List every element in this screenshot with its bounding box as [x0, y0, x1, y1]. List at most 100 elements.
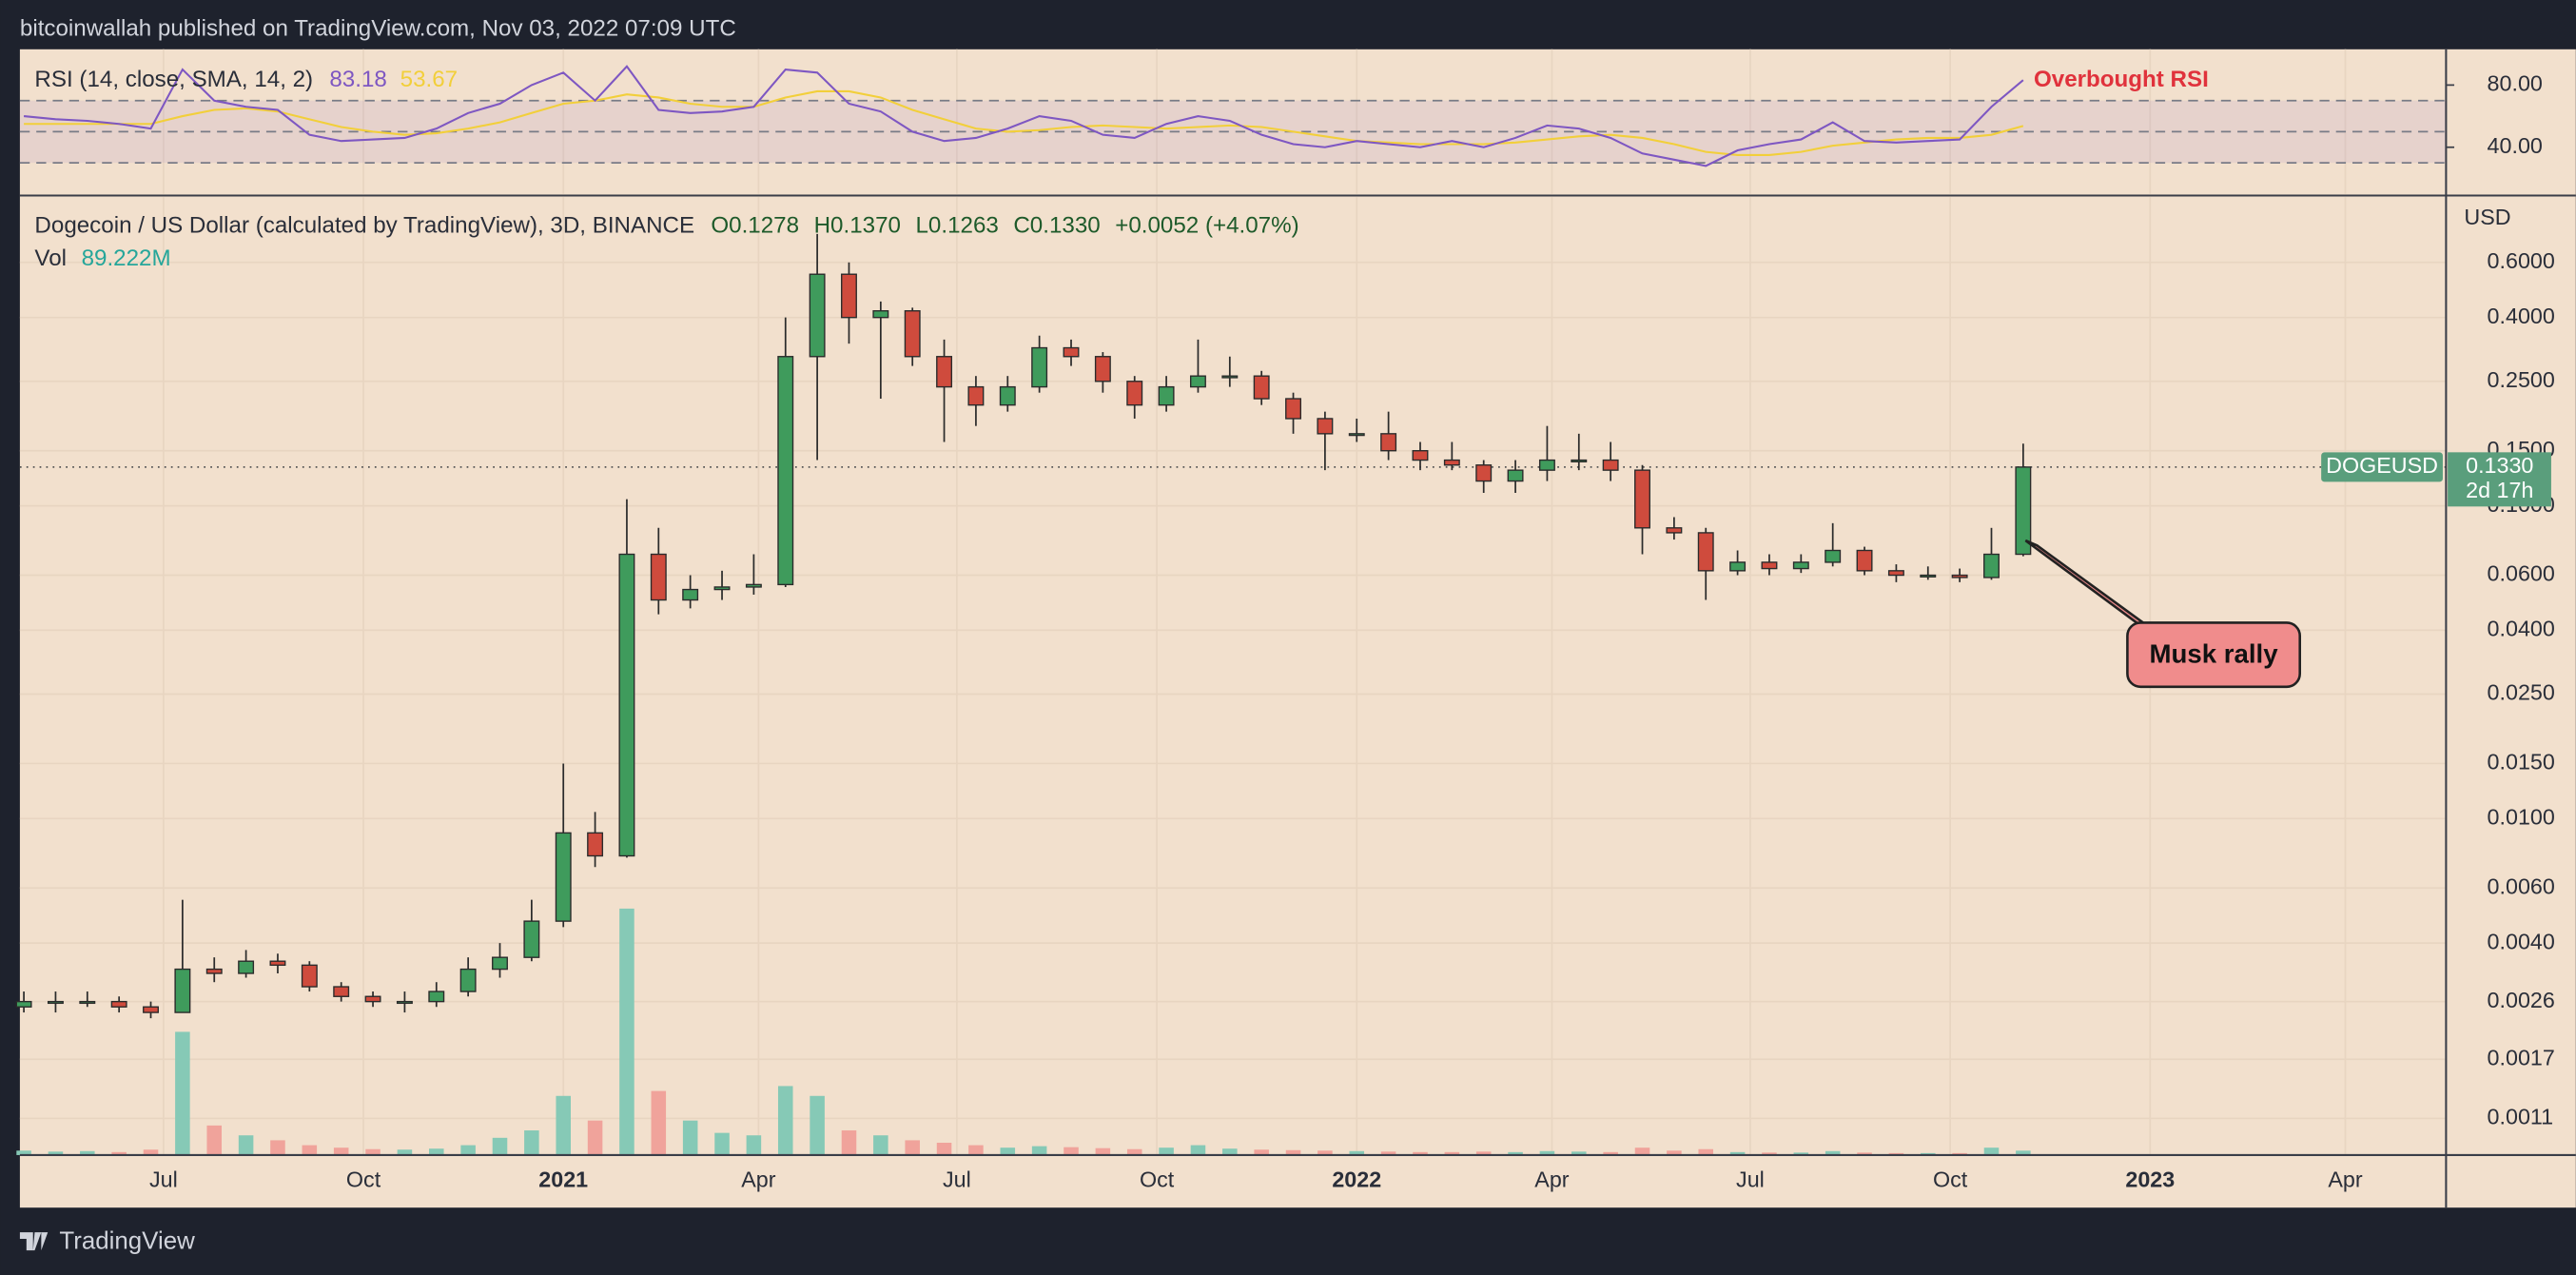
candle-body [777, 356, 794, 586]
volume-bar [873, 1135, 888, 1155]
candle-body [967, 385, 985, 406]
candle-body [1761, 561, 1778, 570]
candle-body [1189, 375, 1206, 388]
candle-body [459, 968, 477, 992]
candle-body [396, 1000, 413, 1005]
volume-bar [80, 1150, 95, 1155]
candle-body [872, 310, 889, 319]
x-tick-label: Apr [2328, 1167, 2362, 1192]
candle-body [1825, 549, 1842, 563]
candle-body [1412, 450, 1429, 461]
volume-bar [1095, 1148, 1111, 1155]
candle-body [1792, 561, 1809, 570]
symbol-box [2321, 452, 2443, 482]
volume-bar [1698, 1148, 1714, 1155]
logo: TradingView [19, 1227, 195, 1254]
volume-bar [651, 1090, 667, 1155]
volume-bar [1190, 1145, 1206, 1155]
legend-text: 53.67 [400, 67, 458, 92]
candle-body [1285, 398, 1302, 420]
volume-bar [143, 1149, 159, 1155]
volume-bar [2016, 1150, 2031, 1155]
candle-body [1951, 574, 1968, 579]
candle-body [1856, 549, 1873, 572]
legend-text: Vol [34, 245, 67, 271]
volume-bar [1793, 1152, 1809, 1155]
volume-bar [238, 1135, 254, 1155]
volume-bar [682, 1120, 698, 1155]
x-tick-label: Apr [1534, 1167, 1569, 1192]
x-tick-label: 2022 [1332, 1167, 1381, 1192]
candle-body [809, 273, 826, 358]
candle-body [143, 1006, 159, 1013]
candle-body [1221, 375, 1239, 379]
candle-body [999, 385, 1016, 406]
candle-body [492, 956, 508, 971]
legend-text: Dogecoin / US Dollar (calculated by Trad… [34, 213, 694, 239]
candle-body [841, 273, 857, 319]
volume-bar [968, 1145, 984, 1155]
price-label: 0.1330 [2466, 453, 2533, 478]
candle-body [364, 995, 381, 1003]
candle-body [47, 1000, 64, 1005]
volume-bar [1285, 1149, 1301, 1155]
candle-body [238, 960, 255, 974]
candle-body [1887, 570, 1904, 577]
grid [16, 49, 2447, 1155]
candle-body [1253, 375, 1270, 400]
y-tick-label: 0.2500 [2488, 367, 2555, 392]
candle-body [618, 553, 635, 857]
candle-body [79, 1000, 96, 1005]
candle-body [110, 1000, 127, 1008]
price-box [2448, 452, 2551, 507]
candle-body [1571, 459, 1588, 462]
volume-bar [1064, 1147, 1079, 1155]
candle-body [1317, 418, 1334, 435]
volume-bar [302, 1145, 318, 1155]
volume-bar [111, 1151, 127, 1155]
y-tick-label: 0.0400 [2488, 617, 2555, 641]
volume-bar [1729, 1151, 1746, 1155]
volume-bar [48, 1151, 64, 1155]
volume-bar [1317, 1150, 1333, 1155]
candle-body [587, 832, 604, 857]
legend-text: +0.0052 (+4.07%) [1115, 213, 1298, 239]
volume-bar [1349, 1150, 1365, 1155]
x-tick-label: Jul [943, 1167, 971, 1192]
candle-body [1443, 459, 1460, 466]
volume-bar [936, 1142, 952, 1155]
candle-body [2015, 466, 2032, 556]
volume-bar [905, 1140, 920, 1155]
candle-body [1063, 346, 1080, 358]
volume-bar [175, 1031, 190, 1155]
candle-body [1920, 574, 1937, 578]
y-tick-label: 0.0600 [2488, 561, 2555, 586]
candle-body [301, 964, 318, 988]
legend-text: 89.222M [82, 245, 171, 271]
y-tick-label: 40.00 [2488, 133, 2543, 158]
volume-bar [810, 1095, 825, 1155]
legend-text: RSI (14, close, SMA, 14, 2) [34, 67, 313, 92]
callout-box [2126, 621, 2302, 689]
rsi-line [24, 89, 2024, 156]
volume-bar [1475, 1151, 1492, 1155]
candle-body [333, 986, 350, 997]
volume-bar [619, 908, 634, 1155]
rsi-line [23, 65, 2024, 167]
candle-body [1507, 469, 1524, 482]
candle-body [1602, 459, 1619, 471]
volume-bar [1254, 1149, 1269, 1155]
volume-bar [365, 1148, 381, 1155]
y-tick-label: 0.0250 [2488, 680, 2555, 705]
volume-bar [492, 1137, 508, 1155]
x-tick-label: Oct [1933, 1167, 1968, 1192]
logo-text: TradingView [59, 1227, 195, 1254]
volume-bar [1571, 1151, 1587, 1155]
candle-body [428, 991, 445, 1003]
y-unit: USD [2464, 205, 2510, 229]
y-tick-label: 0.4000 [2488, 304, 2555, 328]
callout-text: Musk rally [2150, 638, 2279, 668]
volume-bar [1667, 1150, 1682, 1155]
volume-bar [1222, 1148, 1238, 1155]
candle-body [523, 920, 540, 958]
